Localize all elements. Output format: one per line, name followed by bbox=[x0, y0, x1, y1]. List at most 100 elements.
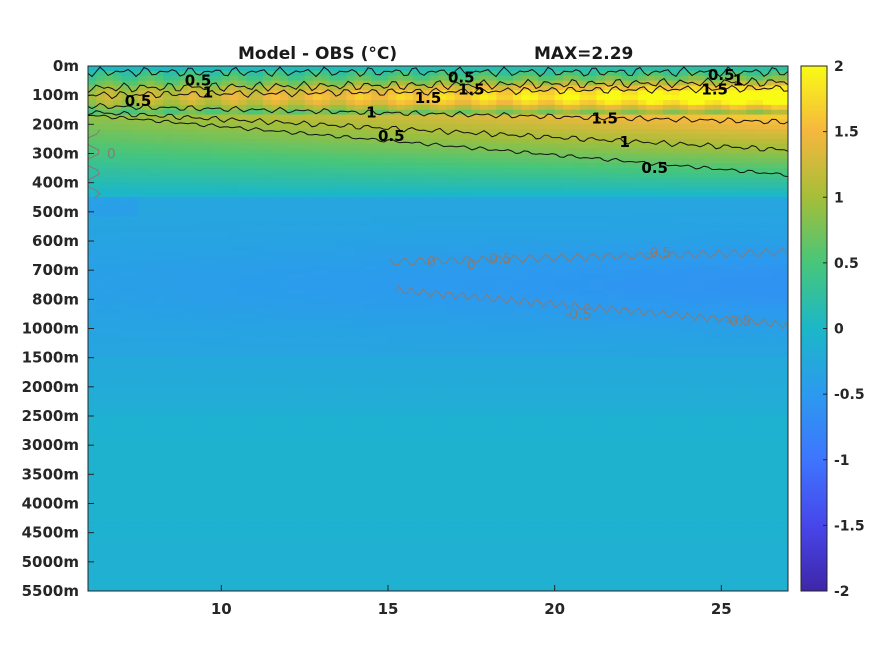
heatmap-cell bbox=[246, 226, 256, 232]
heatmap-cell bbox=[246, 333, 256, 339]
heatmap-cell bbox=[713, 168, 722, 174]
heatmap-cell bbox=[446, 197, 456, 203]
heatmap-cell bbox=[204, 134, 214, 140]
heatmap-cell bbox=[538, 318, 547, 325]
heatmap-cell bbox=[263, 211, 272, 218]
heatmap-cell bbox=[629, 299, 639, 305]
heatmap-cell bbox=[729, 236, 739, 242]
heatmap-cell bbox=[288, 138, 297, 145]
heatmap-cell bbox=[338, 80, 347, 87]
heatmap-cell bbox=[613, 202, 622, 208]
heatmap-cell bbox=[346, 347, 356, 354]
heatmap-cell bbox=[671, 100, 681, 106]
heatmap-cell bbox=[179, 134, 189, 140]
heatmap-cell bbox=[529, 119, 539, 125]
heatmap-cell bbox=[246, 241, 256, 247]
heatmap-cell bbox=[238, 299, 247, 305]
heatmap-cell bbox=[554, 85, 564, 91]
heatmap-cell bbox=[279, 172, 289, 179]
heatmap-cell bbox=[404, 192, 414, 198]
heatmap-cell bbox=[221, 241, 231, 247]
heatmap-cell bbox=[629, 289, 639, 296]
heatmap-cell bbox=[563, 124, 572, 130]
heatmap-cell bbox=[413, 202, 422, 208]
heatmap-cell bbox=[688, 289, 697, 296]
heatmap-cell bbox=[229, 289, 239, 296]
heatmap-cell bbox=[88, 158, 97, 164]
heatmap-cell bbox=[279, 134, 289, 140]
heatmap-cell bbox=[413, 143, 422, 150]
heatmap-cell bbox=[679, 211, 689, 218]
heatmap-cell bbox=[221, 172, 231, 179]
heatmap-cell bbox=[121, 100, 131, 106]
heatmap-cell bbox=[488, 192, 497, 198]
heatmap-cell bbox=[554, 182, 564, 189]
heatmap-cell bbox=[121, 66, 131, 72]
heatmap-cell bbox=[129, 66, 139, 72]
heatmap-cell bbox=[471, 226, 481, 232]
heatmap-cell bbox=[304, 95, 314, 101]
heatmap-cell bbox=[354, 197, 364, 203]
heatmap-cell bbox=[396, 279, 406, 286]
heatmap-cell bbox=[771, 206, 781, 213]
heatmap-cell bbox=[379, 328, 389, 334]
heatmap-cell bbox=[396, 163, 406, 169]
heatmap-cell bbox=[629, 323, 639, 330]
heatmap-cell bbox=[613, 153, 622, 159]
heatmap-cell bbox=[613, 313, 622, 320]
heatmap-cell bbox=[229, 231, 239, 237]
heatmap-cell bbox=[596, 202, 606, 208]
heatmap-cell bbox=[104, 168, 114, 174]
heatmap-cell bbox=[229, 343, 239, 349]
heatmap-cell bbox=[421, 328, 431, 334]
heatmap-cell bbox=[371, 318, 381, 325]
heatmap-cell bbox=[754, 163, 764, 169]
heatmap-cell bbox=[304, 299, 314, 305]
heatmap-cell bbox=[463, 231, 472, 237]
heatmap-cell bbox=[113, 109, 122, 116]
heatmap-cell bbox=[529, 163, 539, 169]
heatmap-cell bbox=[88, 294, 97, 300]
heatmap-cell bbox=[663, 245, 672, 252]
heatmap-cell bbox=[363, 168, 372, 174]
heatmap-cell bbox=[721, 124, 731, 130]
heatmap-cell bbox=[454, 236, 464, 242]
heatmap-cell bbox=[379, 148, 389, 155]
heatmap-cell bbox=[729, 245, 739, 252]
heatmap-cell bbox=[354, 304, 364, 310]
heatmap-cell bbox=[329, 255, 339, 262]
heatmap-cell bbox=[179, 114, 189, 121]
heatmap-cell bbox=[204, 75, 214, 82]
heatmap-cell bbox=[471, 124, 481, 130]
heatmap-cell bbox=[529, 211, 539, 218]
heatmap-cell bbox=[138, 138, 147, 145]
heatmap-cell bbox=[463, 143, 472, 150]
heatmap-cell bbox=[496, 241, 506, 247]
heatmap-cell bbox=[238, 129, 247, 135]
heatmap-cell bbox=[621, 163, 631, 169]
heatmap-cell bbox=[721, 138, 731, 145]
heatmap-cell bbox=[238, 134, 247, 140]
heatmap-cell bbox=[246, 231, 256, 237]
heatmap-cell bbox=[188, 70, 197, 77]
heatmap-cell bbox=[121, 328, 131, 334]
heatmap-cell bbox=[338, 328, 347, 334]
heatmap-cell bbox=[221, 168, 231, 174]
heatmap-cell bbox=[621, 270, 631, 276]
heatmap-cell bbox=[771, 289, 781, 296]
heatmap-cell bbox=[429, 124, 439, 130]
heatmap-cell bbox=[179, 250, 189, 257]
heatmap-cell bbox=[338, 275, 347, 281]
heatmap-cell bbox=[679, 265, 689, 271]
heatmap-cell bbox=[479, 270, 489, 276]
heatmap-cell bbox=[279, 211, 289, 218]
heatmap-cell bbox=[713, 202, 722, 208]
heatmap-cell bbox=[521, 318, 531, 325]
heatmap-cell bbox=[579, 75, 589, 82]
heatmap-cell bbox=[296, 153, 306, 159]
heatmap-cell bbox=[496, 100, 506, 106]
heatmap-cell bbox=[629, 129, 639, 135]
heatmap-cell bbox=[413, 177, 422, 184]
heatmap-cell bbox=[171, 270, 181, 276]
heatmap-cell bbox=[721, 250, 731, 257]
